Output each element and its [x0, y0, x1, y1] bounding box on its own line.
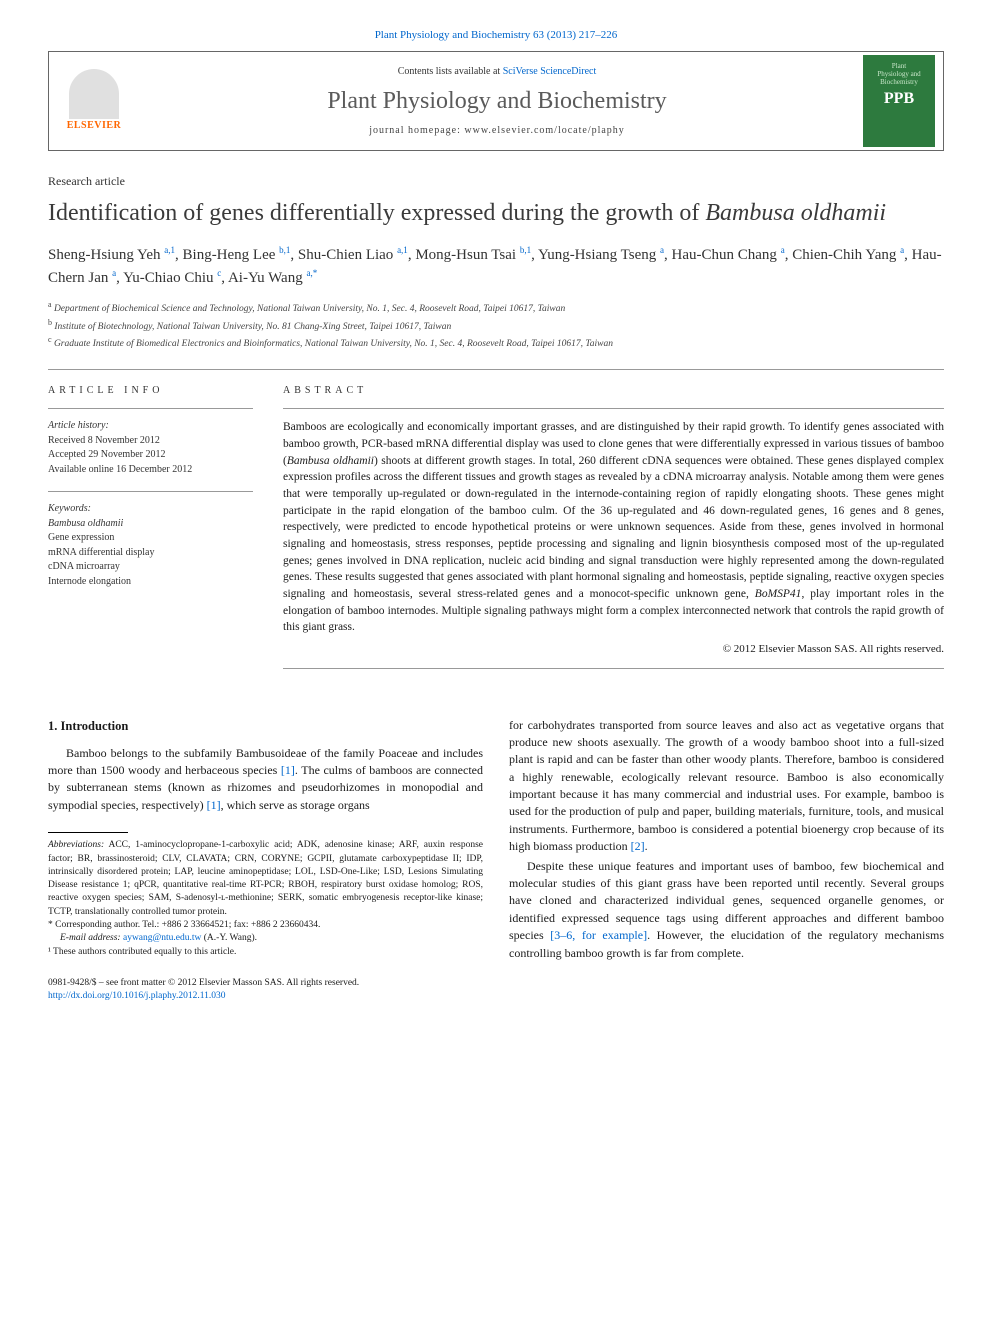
journal-name: Plant Physiology and Biochemistry [149, 85, 845, 119]
citation-bar: Plant Physiology and Biochemistry 63 (20… [48, 28, 944, 43]
abstract-text: Bamboos are ecologically and economicall… [283, 419, 944, 636]
elsevier-tree-icon [69, 69, 119, 119]
abstract-column: ABSTRACT Bamboos are ecologically and ec… [283, 384, 944, 678]
ref-link[interactable]: [1] [207, 798, 221, 812]
issn-line: 0981-9428/$ – see front matter © 2012 El… [48, 977, 483, 990]
body-column-right: for carbohydrates transported from sourc… [509, 717, 944, 1004]
info-divider-1 [48, 408, 253, 409]
title-species: Bambusa oldhamii [705, 200, 886, 226]
email-label: E-mail address: [60, 933, 121, 943]
footnote-rule [48, 832, 128, 833]
affiliation-a: a Department of Biochemical Science and … [48, 299, 944, 316]
abstract-divider [283, 408, 944, 409]
keyword: cDNA microarray [48, 560, 253, 575]
contents-prefix: Contents lists available at [398, 66, 503, 77]
section-1-heading: 1. Introduction [48, 717, 483, 735]
elsevier-text: ELSEVIER [67, 119, 122, 133]
keyword: Bambusa oldhamii [48, 517, 253, 532]
ref-link[interactable]: [2] [631, 839, 645, 853]
affiliation-b: b Institute of Biotechnology, National T… [48, 317, 944, 334]
abstract-divider-bottom [283, 668, 944, 669]
article-history: Article history: Received 8 November 201… [48, 419, 253, 477]
article-info: ARTICLE INFO Article history: Received 8… [48, 384, 253, 678]
email-footnote: E-mail address: aywang@ntu.edu.tw (A.-Y.… [48, 932, 483, 945]
homepage-url: www.elsevier.com/locate/plaphy [464, 125, 624, 136]
ppb-badge: PPB [884, 88, 914, 110]
abbreviations-footnote: Abbreviations: ACC, 1-aminocyclopropane-… [48, 839, 483, 919]
email-who: (A.-Y. Wang). [204, 933, 257, 943]
body-column-left: 1. Introduction Bamboo belongs to the su… [48, 717, 483, 1004]
intro-para-1: Bamboo belongs to the subfamily Bambusoi… [48, 745, 483, 815]
article-info-heading: ARTICLE INFO [48, 384, 253, 398]
abstract-heading: ABSTRACT [283, 384, 944, 398]
intro-para-1-cont: for carbohydrates transported from sourc… [509, 717, 944, 856]
sciencedirect-link[interactable]: SciVerse ScienceDirect [503, 66, 597, 77]
corresponding-author-footnote: * Corresponding author. Tel.: +886 2 336… [48, 919, 483, 932]
article-type: Research article [48, 173, 944, 190]
ref-link[interactable]: [1] [281, 763, 295, 777]
divider-top [48, 369, 944, 370]
email-link[interactable]: aywang@ntu.edu.tw [123, 933, 201, 943]
keywords-block: Keywords: Bambusa oldhamii Gene expressi… [48, 502, 253, 589]
authors: Sheng-Hsiung Yeh a,1, Bing-Heng Lee b,1,… [48, 244, 944, 289]
history-label: Article history: [48, 419, 253, 434]
keyword: mRNA differential display [48, 546, 253, 561]
accepted-date: Accepted 29 November 2012 [48, 448, 253, 463]
footnotes: Abbreviations: ACC, 1-aminocyclopropane-… [48, 839, 483, 959]
abbrev-label: Abbreviations: [48, 840, 104, 850]
abbrev-text: ACC, 1-aminocyclopropane-1-carboxylic ac… [48, 840, 483, 916]
keywords-label: Keywords: [48, 502, 253, 517]
keyword: Internode elongation [48, 575, 253, 590]
doi-link[interactable]: http://dx.doi.org/10.1016/j.plaphy.2012.… [48, 991, 226, 1001]
affiliations: a Department of Biochemical Science and … [48, 299, 944, 351]
contribution-footnote: ¹ These authors contributed equally to t… [48, 946, 483, 959]
journal-header: ELSEVIER Contents lists available at Sci… [48, 51, 944, 151]
received-date: Received 8 November 2012 [48, 434, 253, 449]
ref-link[interactable]: [3–6, for example] [550, 928, 647, 942]
contents-line: Contents lists available at SciVerse Sci… [149, 65, 845, 79]
abstract-copyright: © 2012 Elsevier Masson SAS. All rights r… [283, 642, 944, 657]
title-pre: Identification of genes differentially e… [48, 200, 705, 226]
homepage-prefix: journal homepage: [369, 125, 464, 136]
cover-text: Plant Physiology and Biochemistry [877, 63, 920, 86]
article-title: Identification of genes differentially e… [48, 198, 944, 228]
keyword: Gene expression [48, 531, 253, 546]
copyright-footer: 0981-9428/$ – see front matter © 2012 El… [48, 977, 483, 1004]
online-date: Available online 16 December 2012 [48, 463, 253, 478]
affiliation-c: c Graduate Institute of Biomedical Elect… [48, 334, 944, 351]
journal-cover: Plant Physiology and Biochemistry PPB [863, 55, 935, 147]
homepage-line: journal homepage: www.elsevier.com/locat… [149, 124, 845, 138]
info-divider-2 [48, 491, 253, 492]
intro-para-2: Despite these unique features and import… [509, 858, 944, 962]
header-center: Contents lists available at SciVerse Sci… [139, 59, 855, 145]
elsevier-logo: ELSEVIER [49, 52, 139, 150]
